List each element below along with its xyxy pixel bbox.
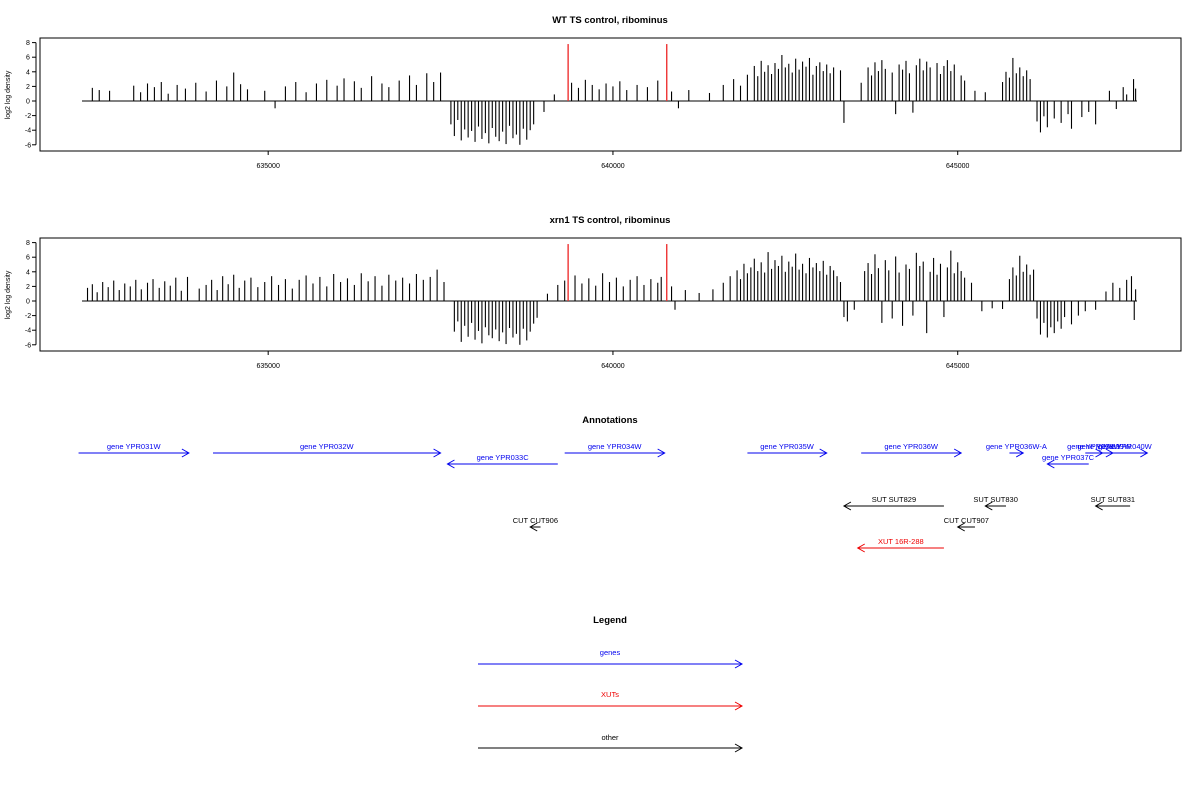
y-tick-label: 0 [26,99,30,106]
x-tick-label: 640000 [601,363,624,370]
feature-label: CUT CUT906 [513,516,558,525]
feature-arrow-head [1094,501,1103,511]
feature-gene-ypr036w-a: gene YPR036W-A [986,442,1047,458]
feature-cut-cut906: CUT CUT906 [513,516,558,532]
y-tick-label: -6 [25,142,31,149]
panel-xrn1-title: xrn1 TS control, ribominus [550,215,671,226]
y-tick-label: -2 [25,313,31,320]
feature-gene-ypr035w: gene YPR035W [747,442,828,458]
panel-wt: WT TS control, ribominus log2 log densit… [5,15,1182,170]
feature-arrow-head [181,448,190,458]
y-tick-label: -6 [25,342,31,349]
feature-gene-ypr033c: gene YPR033C [446,453,558,469]
feature-label: CUT CUT907 [944,516,989,525]
panel-xrn1-markers [567,244,668,301]
feature-label: gene YPR035W [760,442,815,451]
feature-gene-ypr036w: gene YPR036W [861,442,963,458]
annotation-features: gene YPR031W gene YPR032W gene YPR033C gene… [78,442,1153,553]
annotations-track: Annotations gene YPR031W gene YPR032Wgene… [78,415,1153,553]
feature-label: gene YPR032W [300,442,355,451]
feature-label: gene YPR034W [588,442,643,451]
feature-label: gene YPR036W [884,442,939,451]
feature-arrow-head [657,448,666,458]
legend-label-other: other [601,733,619,742]
feature-arrow-head [956,522,965,532]
y-tick-label: 2 [26,284,30,291]
y-tick-label: -2 [25,113,31,120]
feature-cut-cut907: CUT CUT907 [944,516,989,532]
y-tick-label: -4 [25,128,31,135]
y-tick-label: 4 [26,69,30,76]
feature-arrow-head [856,543,865,553]
panel-xrn1-y-axis: 8 6 4 2 0 -2 -4 -6 [25,240,37,349]
legend-arrow-xuts [478,701,744,711]
y-tick-label: 2 [26,84,30,91]
feature-gene-ypr040w: gene YPR040W [1098,442,1153,458]
y-tick-label: 6 [26,55,30,62]
panel-xrn1-x-axis: 635000 640000 645000 [256,351,970,370]
feature-label: XUT 16R-288 [878,537,924,546]
panel-wt-bars [82,55,1137,145]
feature-arrow-head [953,448,963,458]
feature-gene-ypr032w: gene YPR032W [213,442,442,458]
feature-gene-ypr037c: gene YPR037C [1042,453,1095,469]
y-tick-label: 8 [26,40,30,47]
panel-xrn1-bars [82,250,1137,345]
feature-arrow-head [1046,459,1055,469]
x-tick-label: 645000 [946,363,969,370]
feature-gene-ypr031w: gene YPR031W [78,442,190,458]
legend-label-genes: genes [600,648,621,657]
feature-arrow-head [984,501,993,511]
legend: Legend genes XUTs other [478,615,744,753]
feature-arrow-head [529,522,538,532]
panel-xrn1-frame [39,237,1182,352]
feature-label: gene YPR040W [1098,442,1153,451]
y-tick-label: 0 [26,299,30,306]
feature-arrow-head [1015,448,1025,458]
x-tick-label: 640000 [601,163,624,170]
feature-arrow-head [446,459,455,469]
panel-wt-title: WT TS control, ribominus [552,15,668,26]
feature-label: gene YPR037C [1042,453,1095,462]
legend-label-xuts: XUTs [601,690,619,699]
feature-arrow-head [842,501,852,511]
feature-label: SUT SUT829 [872,495,916,504]
feature-sut-sut830: SUT SUT830 [973,495,1018,511]
panel-xrn1: xrn1 TS control, ribominus log2 log dens… [5,215,1182,370]
x-tick-label: 635000 [256,163,279,170]
panel-wt-ylabel: log2 log density [5,70,12,119]
legend-arrow-genes [478,659,744,669]
legend-title: Legend [593,615,627,626]
y-tick-label: 4 [26,269,30,276]
feature-label: gene YPR031W [107,442,162,451]
feature-arrow-head [433,448,442,458]
feature-arrow-head [819,448,828,458]
feature-sut-sut831: SUT SUT831 [1091,495,1135,511]
panel-xrn1-ylabel: log2 log density [5,270,12,319]
y-tick-label: -4 [25,328,31,335]
panel-wt-frame [39,37,1182,152]
feature-gene-ypr034w: gene YPR034W [564,442,666,458]
panel-wt-x-axis: 635000 640000 645000 [256,151,970,170]
feature-sut-sut829: SUT SUT829 [842,495,944,511]
annotations-title: Annotations [582,415,637,426]
feature-arrow-head [1140,448,1149,458]
x-tick-label: 635000 [256,363,279,370]
x-tick-label: 645000 [946,163,969,170]
y-tick-label: 8 [26,240,30,247]
panel-wt-y-axis: 8 6 4 2 0 -2 -4 -6 [25,40,37,149]
feature-label: gene YPR038W [1067,442,1122,451]
feature-label: gene YPR039W [1077,442,1132,451]
feature-label: gene YPR036W-A [986,442,1047,451]
legend-arrow-other [478,743,744,753]
y-tick-label: 6 [26,255,30,262]
feature-label: SUT SUT831 [1091,495,1135,504]
feature-xut-16r-288: XUT 16R-288 [856,537,944,553]
feature-label: gene YPR033C [477,453,530,462]
panel-wt-markers [567,44,668,101]
feature-label: SUT SUT830 [973,495,1017,504]
